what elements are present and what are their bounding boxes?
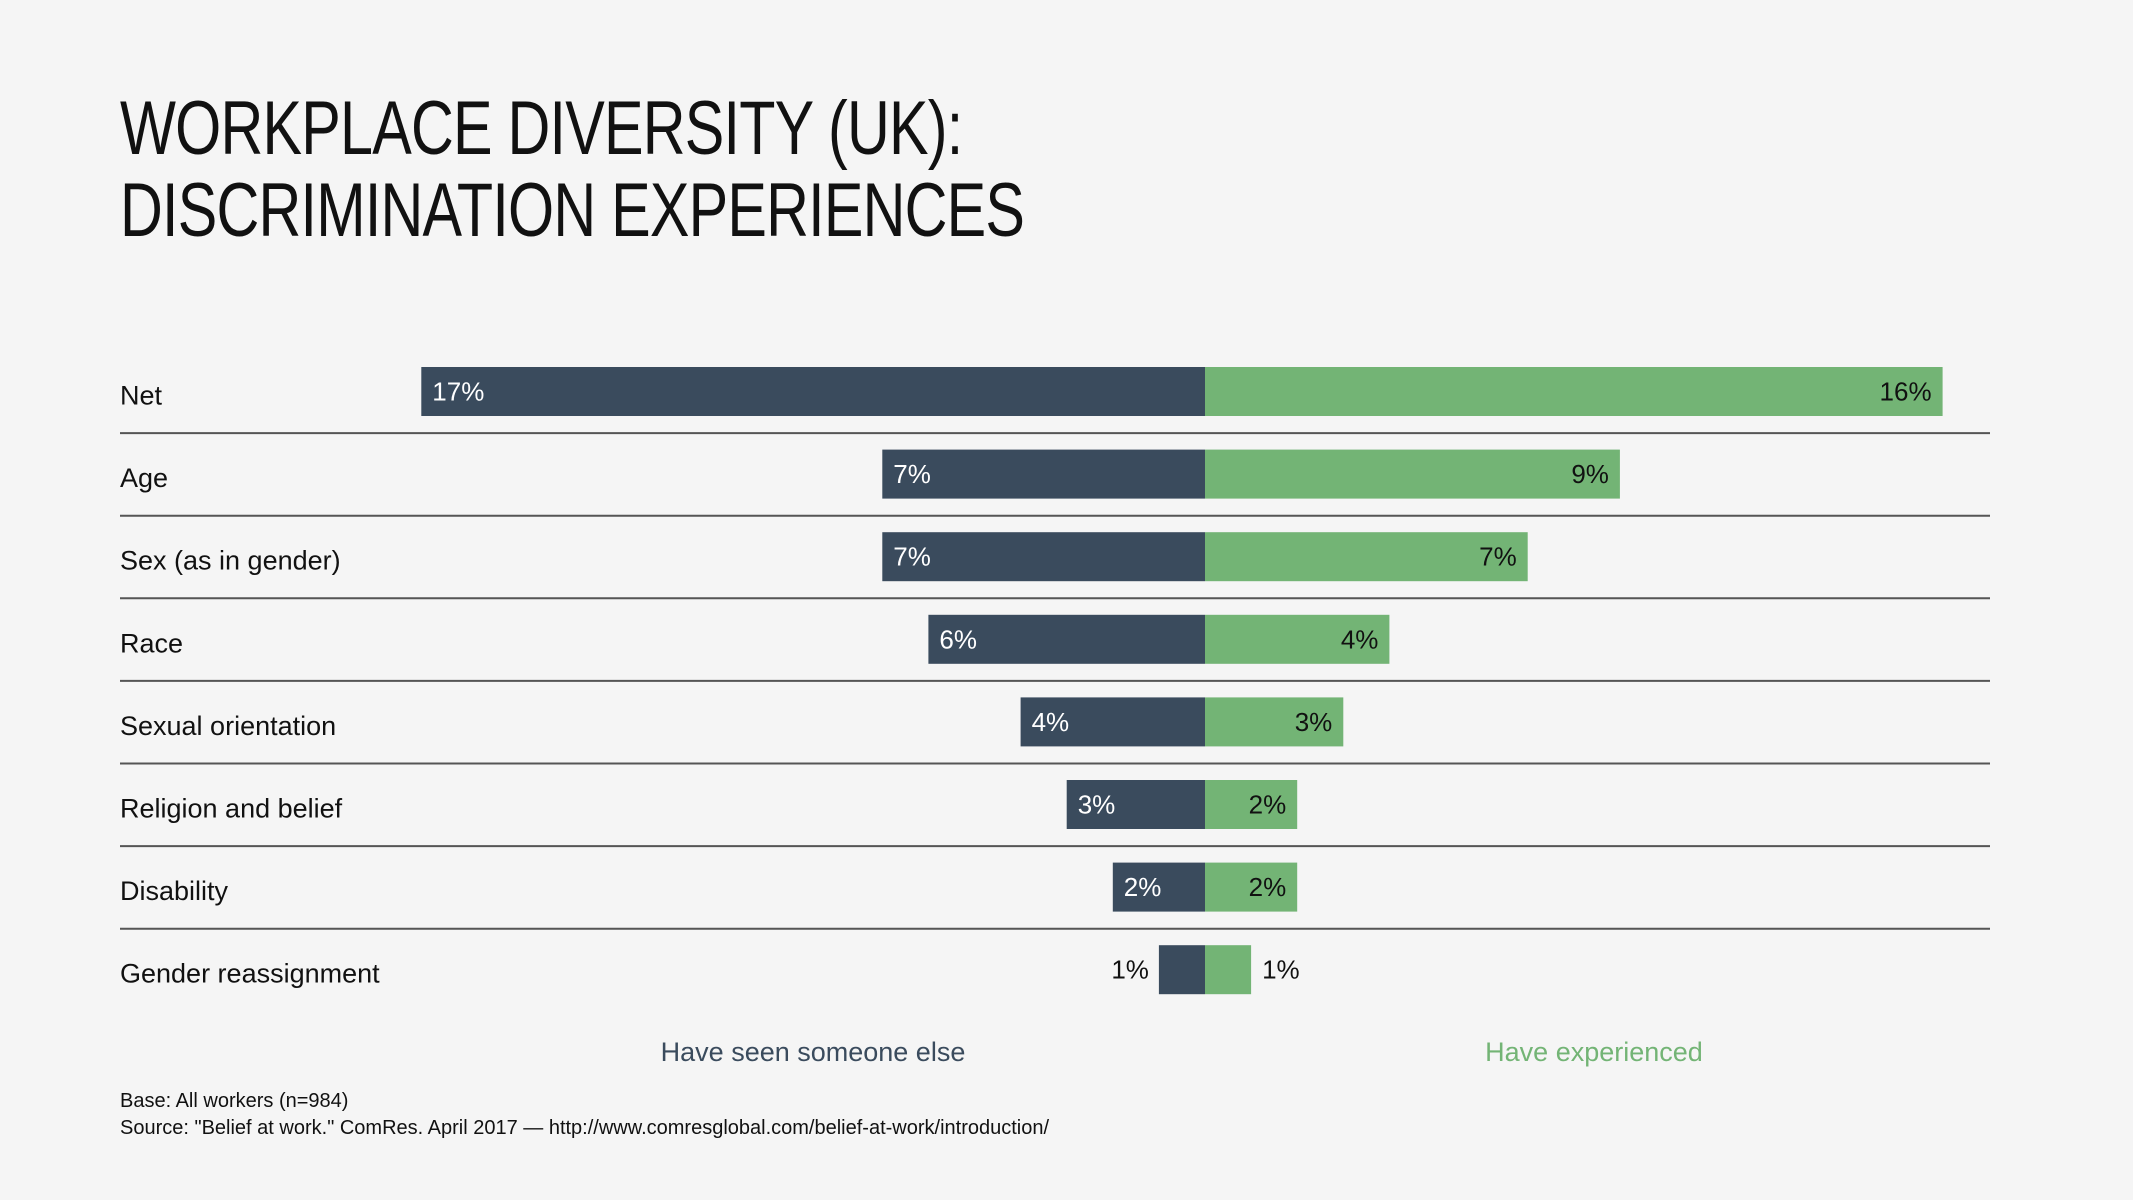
data-label-seen: 7% — [893, 542, 931, 572]
data-label-experienced: 2% — [1249, 872, 1287, 902]
data-label-seen: 6% — [939, 624, 977, 654]
footer-source: Source: "Belief at work." ComRes. April … — [120, 1117, 1050, 1139]
category-label: Disability — [120, 876, 229, 906]
bar-have-experienced — [1205, 532, 1528, 582]
data-label-seen: 1% — [1111, 955, 1149, 985]
bar-have-experienced — [1205, 862, 1298, 912]
category-label: Gender reassignment — [120, 959, 380, 989]
bar-seen-someone-else — [882, 449, 1205, 499]
bar-seen-someone-else — [421, 367, 1205, 416]
data-label-seen: 2% — [1124, 872, 1162, 902]
bar-seen-someone-else — [882, 532, 1205, 582]
category-label: Age — [120, 463, 168, 493]
category-label: Net — [120, 381, 163, 411]
bar-have-experienced — [1205, 780, 1298, 829]
bar-have-experienced — [1205, 449, 1620, 499]
bar-have-experienced — [1205, 614, 1390, 664]
chart-title: WORKPLACE DIVERSITY (UK): DISCRIMINATION… — [120, 86, 1025, 253]
legend-seen-someone-else: Have seen someone else — [661, 1037, 966, 1067]
title-line-1: WORKPLACE DIVERSITY (UK): — [120, 86, 963, 171]
title-line-2: DISCRIMINATION EXPERIENCES — [120, 168, 1025, 253]
data-label-experienced: 3% — [1295, 707, 1333, 737]
category-label: Religion and belief — [120, 794, 343, 824]
data-label-experienced: 4% — [1341, 624, 1379, 654]
bar-seen-someone-else — [1112, 862, 1205, 912]
bar-have-experienced — [1205, 945, 1252, 995]
data-label-seen: 17% — [432, 377, 484, 407]
footer-base: Base: All workers (n=984) — [120, 1090, 349, 1112]
data-label-experienced: 7% — [1479, 542, 1517, 572]
bar-seen-someone-else — [928, 614, 1205, 664]
data-label-seen: 3% — [1078, 790, 1116, 820]
bar-seen-someone-else — [1158, 945, 1205, 995]
bar-seen-someone-else — [1020, 697, 1205, 747]
data-label-experienced: 16% — [1880, 377, 1932, 407]
data-label-experienced: 9% — [1571, 459, 1609, 489]
category-label: Race — [120, 628, 183, 658]
data-label-seen: 7% — [893, 459, 931, 489]
data-label-experienced: 2% — [1249, 790, 1287, 820]
legend-have-experienced: Have experienced — [1485, 1037, 1703, 1067]
data-label-seen: 4% — [1032, 707, 1070, 737]
bar-have-experienced — [1205, 697, 1344, 747]
data-label-experienced: 1% — [1262, 955, 1300, 985]
category-label: Sexual orientation — [120, 711, 336, 741]
bar-seen-someone-else — [1066, 780, 1205, 829]
category-label: Sex (as in gender) — [120, 546, 341, 576]
bar-have-experienced — [1205, 367, 1943, 416]
